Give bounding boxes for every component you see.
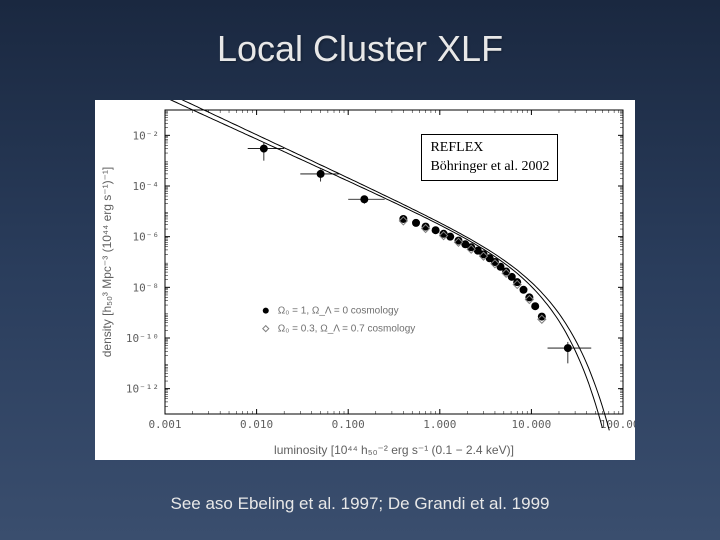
svg-text:luminosity [10⁴⁴ h₅₀⁻² erg s⁻¹: luminosity [10⁴⁴ h₅₀⁻² erg s⁻¹ (0.1 − 2.… bbox=[274, 443, 514, 457]
svg-text:10⁻¹⁰: 10⁻¹⁰ bbox=[126, 332, 159, 345]
svg-text:10⁻⁶: 10⁻⁶ bbox=[133, 231, 160, 244]
annotation-box: REFLEXBöhringer et al. 2002 bbox=[421, 134, 558, 180]
svg-text:Ω₀ = 1, Ω_Λ = 0 cosmology: Ω₀ = 1, Ω_Λ = 0 cosmology bbox=[278, 306, 399, 317]
svg-text:10⁻²: 10⁻² bbox=[133, 129, 160, 142]
svg-text:10⁻¹²: 10⁻¹² bbox=[126, 383, 159, 396]
svg-text:10⁻⁸: 10⁻⁸ bbox=[133, 281, 160, 294]
svg-text:10.000: 10.000 bbox=[512, 418, 552, 431]
svg-text:0.001: 0.001 bbox=[148, 418, 181, 431]
svg-text:Ω₀ = 0.3, Ω_Λ = 0.7 cosmolog: Ω₀ = 0.3, Ω_Λ = 0.7 cosmology bbox=[278, 324, 416, 335]
svg-text:density [h₅₀³ Mpc⁻³ (10⁴⁴ erg: density [h₅₀³ Mpc⁻³ (10⁴⁴ erg s⁻¹)⁻¹] bbox=[100, 167, 114, 358]
caption-text: See aso Ebeling et al. 1997; De Grandi e… bbox=[0, 494, 720, 514]
svg-text:0.010: 0.010 bbox=[240, 418, 273, 431]
xlf-chart: 0.001 0.010 0.100 1.000 10.000 100.000 10⁻¹² 10… bbox=[95, 100, 635, 460]
svg-text:10⁻⁴: 10⁻⁴ bbox=[133, 180, 160, 193]
page-title: Local Cluster XLF bbox=[0, 0, 720, 70]
svg-text:1.000: 1.000 bbox=[423, 418, 456, 431]
svg-text:100.000: 100.000 bbox=[600, 418, 635, 431]
svg-text:0.100: 0.100 bbox=[332, 418, 365, 431]
